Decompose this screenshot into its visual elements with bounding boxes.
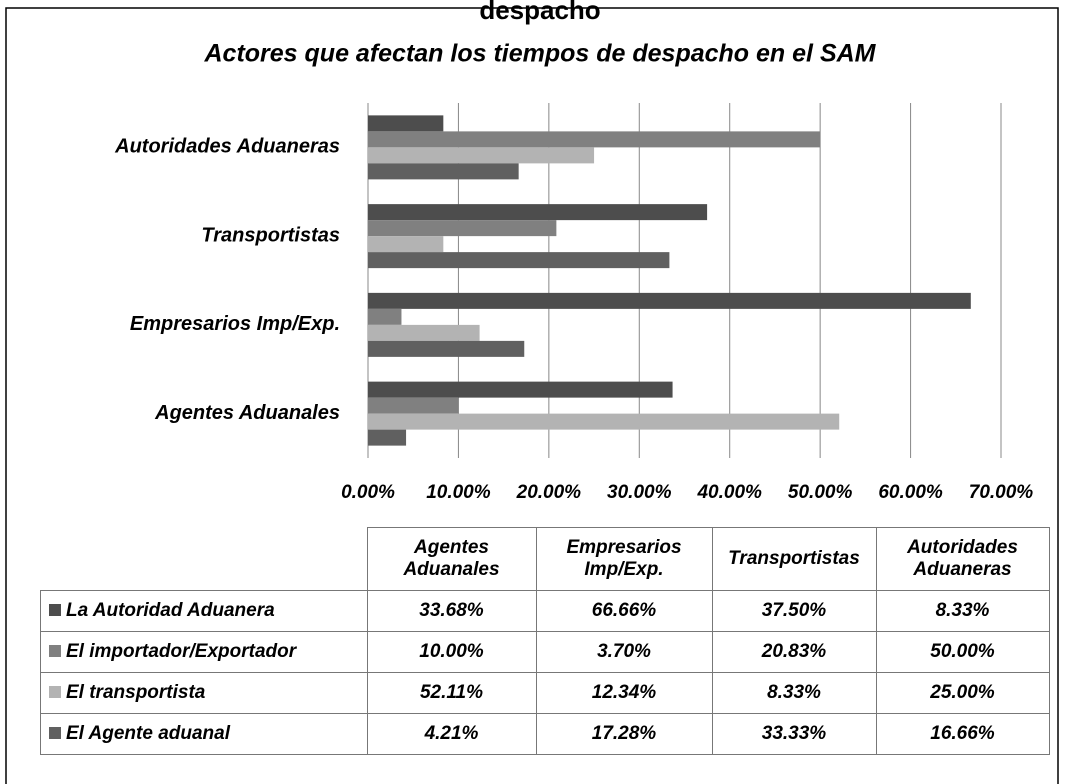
frame [5,7,1059,784]
x-tick-label: 50.00% [788,482,853,503]
legend-label: La Autoridad Aduanera [66,600,275,621]
value-cell: 8.33% [711,672,877,714]
bar [368,163,519,180]
value-cell: 3.70% [535,631,713,673]
clipped-header: despacho [479,0,600,25]
blank-cell [41,528,368,591]
x-tick-label: 10.00% [426,482,491,503]
value-cell: 50.00% [875,631,1050,673]
value-cell: 33.33% [711,713,877,755]
bar [368,252,670,269]
value-cell: 37.50% [711,590,877,632]
x-tick-label: 70.00% [969,482,1034,503]
legend-swatch [49,686,61,698]
bar [368,220,557,237]
x-tick-label: 0.00% [341,482,395,503]
x-tick-label: 40.00% [696,482,762,503]
x-tick-label: 60.00% [878,482,943,503]
bar [368,429,407,446]
value-cell: 66.66% [535,590,713,632]
column-header: Transportistas [711,527,877,591]
table-row: La Autoridad Aduanera 33.68% 66.66% 37.50% 8… [40,590,1050,632]
bar [368,292,971,309]
data-table: Agentes Aduanales Empresarios Imp/Exp. Tra… [40,527,1050,755]
legend-swatch [49,727,61,739]
bar [368,397,459,414]
legend-label: El transportista [66,682,206,703]
x-tick-label: 30.00% [607,482,672,503]
bar [368,204,708,221]
bar [368,381,673,398]
value-cell: 33.68% [366,590,537,632]
legend-cell: El transportista [40,672,368,714]
chart-title: Actores que afectan los tiempos de despa… [203,40,876,68]
y-tick-label: Autoridades Aduaneras [114,136,340,158]
y-tick-label: Empresarios Imp/Exp. [130,313,340,335]
bar [368,115,444,132]
bar [368,131,821,148]
value-cell: 8.33% [875,590,1050,632]
x-tick-label: 20.00% [516,482,582,503]
column-header: Empresarios Imp/Exp. [535,527,713,591]
table-row: El Agente aduanal 4.21% 17.28% 33.33% 16.66% [40,713,1050,755]
bar [368,236,444,253]
value-cell: 16.66% [875,713,1050,755]
value-cell: 20.83% [711,631,877,673]
value-cell: 12.34% [535,672,713,714]
legend-label: El Agente aduanal [66,723,230,744]
value-cell: 25.00% [875,672,1050,714]
value-cell: 17.28% [535,713,713,755]
value-cell: 10.00% [366,631,537,673]
bar [368,340,525,357]
table-row: El importador/Exportador 10.00% 3.70% 20.83… [40,631,1050,673]
value-cell: 4.21% [366,713,537,755]
legend-cell: La Autoridad Aduanera [40,590,368,632]
legend-cell: El importador/Exportador [40,631,368,673]
bar [368,147,595,164]
legend-cell: El Agente aduanal [40,713,368,755]
value-cell: 52.11% [366,672,537,714]
bar [368,308,402,325]
legend-swatch [49,604,61,616]
bar [368,413,840,430]
legend-label: El importador/Exportador [66,641,297,662]
column-header: Autoridades Aduaneras [875,527,1050,591]
column-header: Agentes Aduanales [366,527,537,591]
table-row: El transportista 52.11% 12.34% 8.33% 25.00% [40,672,1050,714]
bar [368,324,480,341]
legend-swatch [49,645,61,657]
y-tick-label: Transportistas [201,224,340,246]
y-tick-label: Agentes Aduanales [154,402,340,424]
table-header-row: Agentes Aduanales Empresarios Imp/Exp. Tra… [41,527,1050,591]
